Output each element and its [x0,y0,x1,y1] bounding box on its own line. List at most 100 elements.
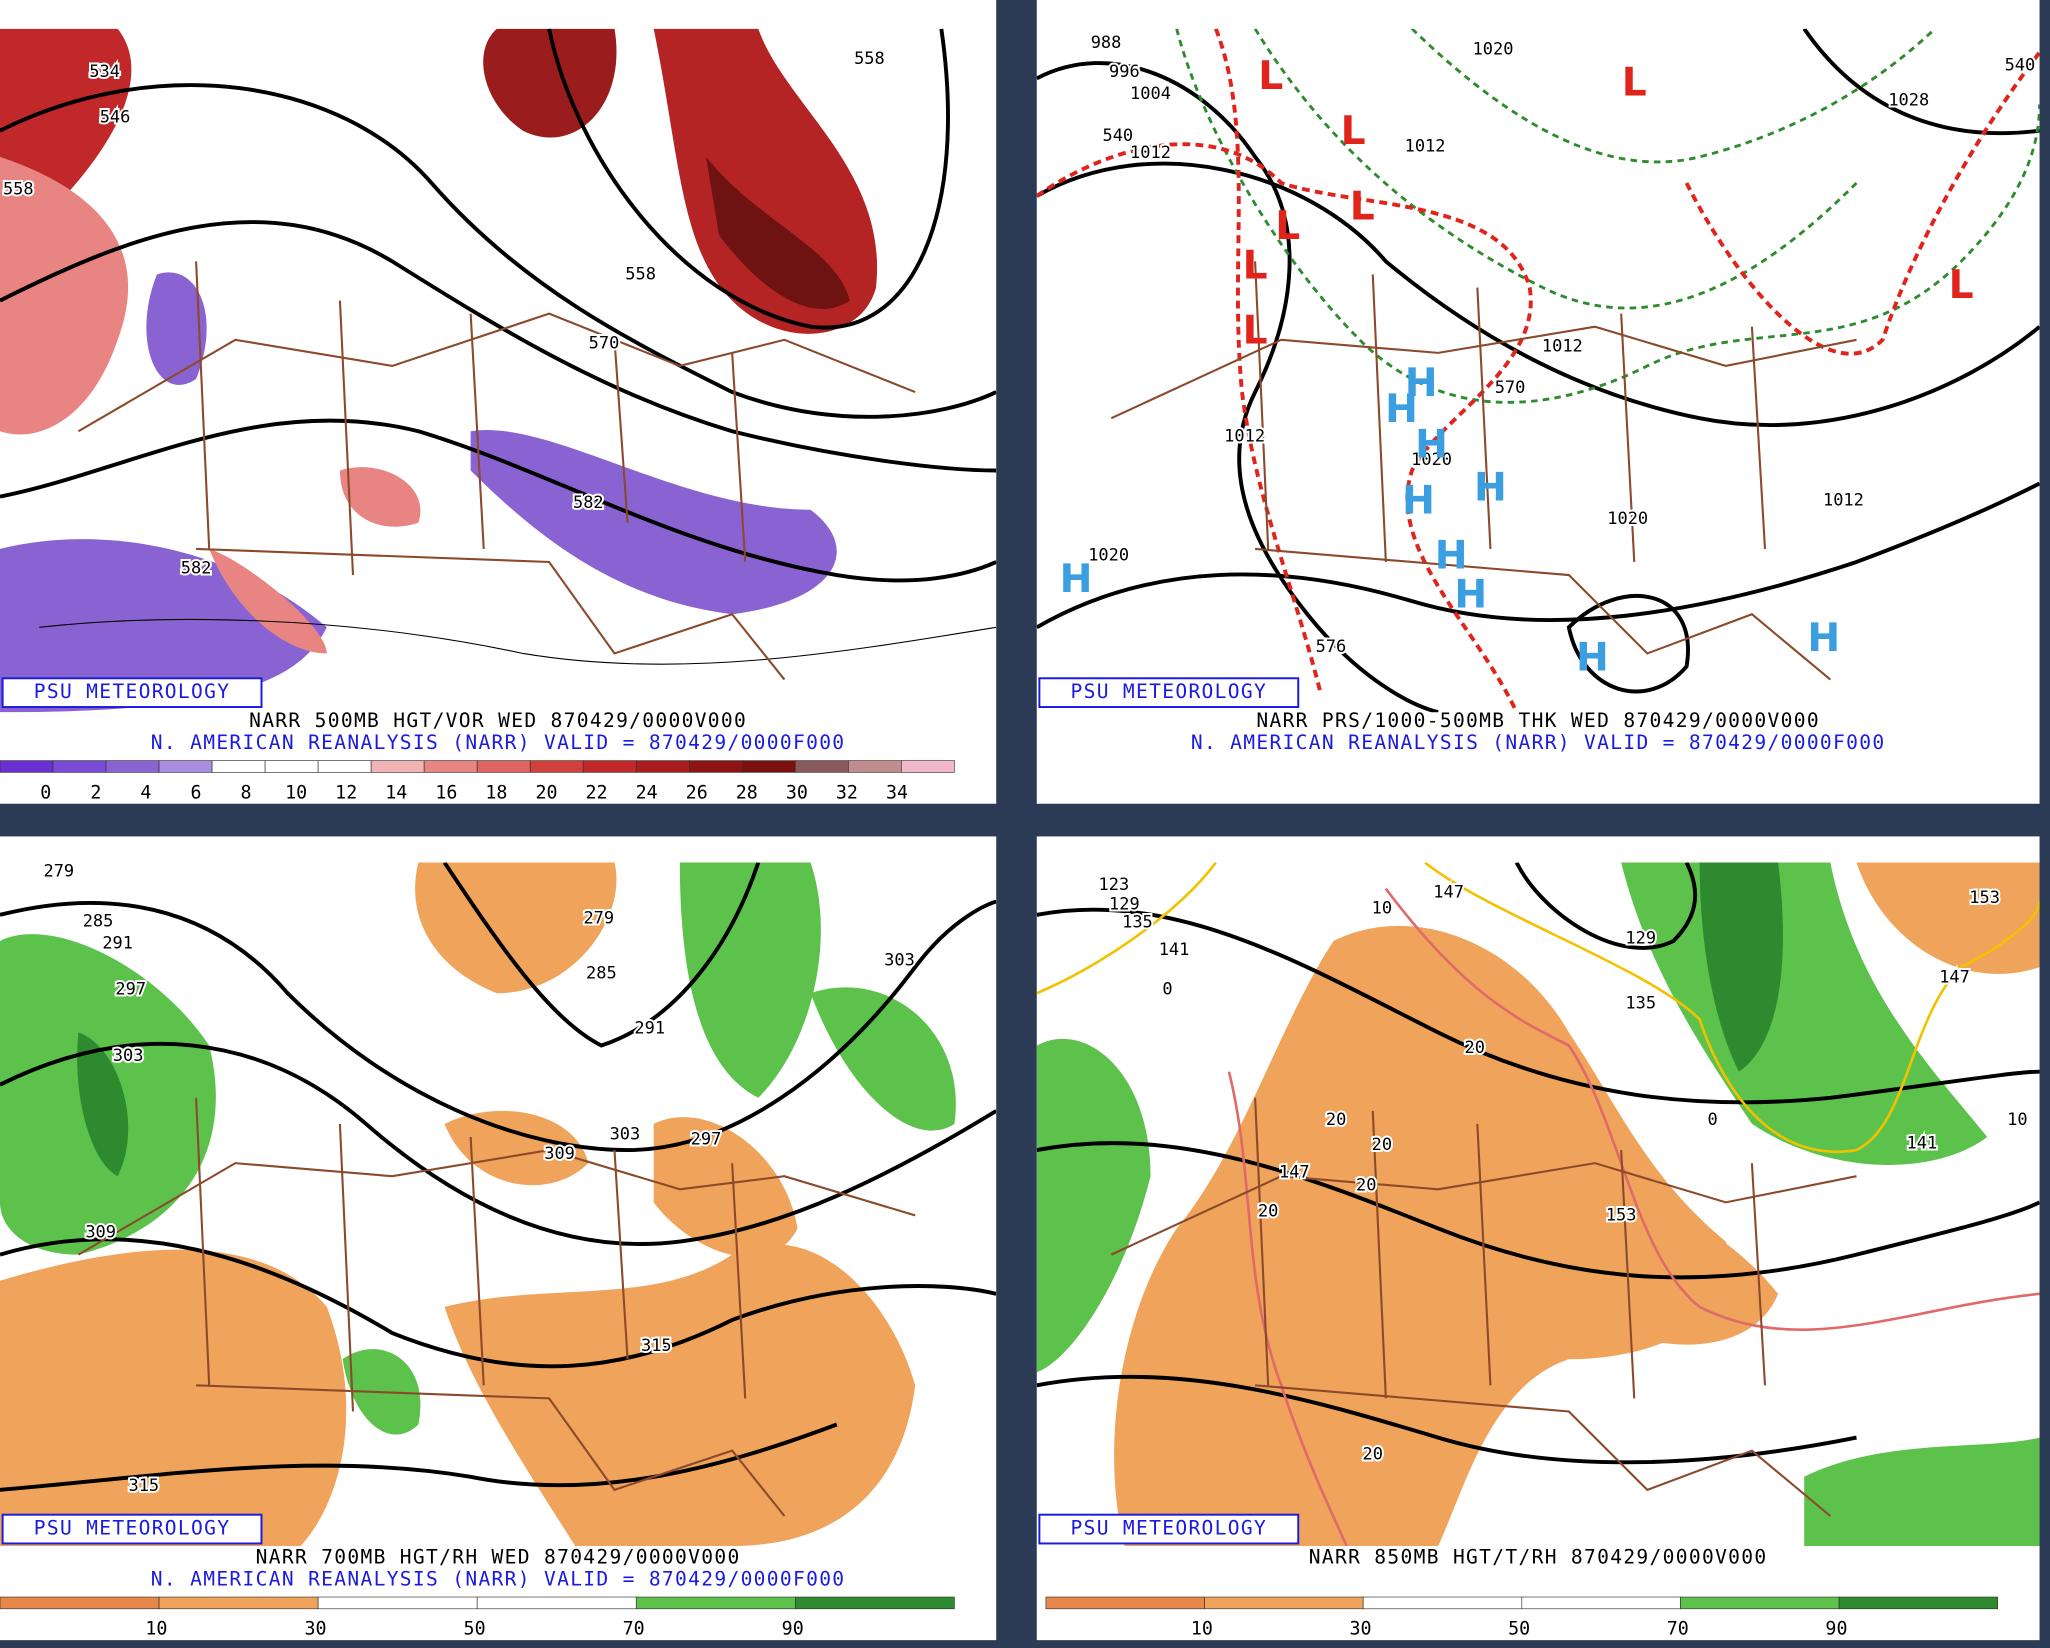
colorbar-segment [1362,1596,1523,1610]
colorbar-label: 8 [241,782,252,803]
colorbar-label: 20 [535,782,557,803]
contour-label: 153 [1969,888,2000,908]
brand: PSU METEOROLOGY [1071,680,1268,703]
contour-label: 141 [1907,1134,1938,1154]
colorbar-label: 2 [90,782,101,803]
pressure-center: H [1415,422,1448,467]
brand: PSU METEOROLOGY [1071,1517,1268,1540]
colorbar-label: 70 [1667,1619,1689,1640]
contour-label: 129 [1109,894,1140,914]
contour-label: 147 [1433,883,1464,903]
contour-label: 279 [583,909,614,929]
brand-box [1,677,263,709]
colorbar-label: 16 [435,782,457,803]
colorbar-label: 10 [285,782,307,803]
contour-label: 534 [89,62,120,82]
colorbar-segment [1204,1596,1364,1610]
contour-label: 1012 [1405,136,1446,156]
colorbar-segment [0,1596,160,1610]
colorbar-segment [264,760,319,773]
map-subtitle: N. AMERICAN REANALYSIS (NARR) VALID = 87… [151,1568,846,1591]
map [1036,28,2040,713]
contour-label: 1020 [1607,509,1648,529]
contour-label: 1020 [1411,450,1452,470]
pressure-center: L [1243,309,1268,354]
pressure-center: H [1405,361,1438,406]
colorbar-label: 30 [304,1619,326,1640]
map-title: NARR 850MB HGT/T/RH 870429/0000V000 [1309,1545,1768,1568]
contour-label: 558 [3,180,34,200]
colorbar-segment [370,760,425,773]
colorbar-segment [741,760,796,773]
colorbar-segment [0,760,54,773]
contour-label: 135 [1625,994,1656,1014]
contour-label: 303 [884,951,915,971]
colorbar-segment [582,760,637,773]
colorbar-label: 26 [686,782,708,803]
contour-label: 988 [1091,33,1122,53]
brand-box [1,1513,263,1545]
colorbar-segment [105,760,160,773]
brand: PSU METEOROLOGY [34,1517,231,1540]
colorbar-segment [317,1596,478,1610]
contour-label: 297 [691,1130,722,1150]
map-panel: 1231291351411471291351411471531471530102… [1038,873,2030,1640]
brand-box [1038,677,1300,709]
contour-label: 570 [1495,378,1526,398]
colorbar-segment [1045,1596,1205,1610]
map-title: NARR PRS/1000-500MB THK WED 870429/0000V… [1256,709,1820,732]
pressure-center: L [1258,54,1283,99]
contour-label: 285 [586,964,617,984]
colorbar-segment [795,760,849,773]
contour-label: 20 [1363,1445,1383,1465]
contour-label: 20 [1356,1175,1376,1195]
colorbar-segment [635,760,690,773]
brand: PSU METEOROLOGY [34,680,231,703]
contour-label: 315 [641,1336,672,1356]
pressure-center: H [1435,534,1468,579]
contour-label: 285 [83,911,114,931]
contour-label: 1020 [1473,40,1514,60]
colorbar-segment [158,1596,319,1610]
pressure-center: L [1243,243,1268,288]
contour-label: 576 [1316,637,1347,657]
contour-label: 1012 [1542,336,1583,356]
colorbar-label: 6 [190,782,201,803]
contour-label: 309 [544,1144,575,1164]
pressure-center: H [1402,479,1435,524]
map [0,862,997,1547]
colorbar-label: 70 [623,1619,645,1640]
colorbar-segment [688,760,743,773]
pressure-center: H [1576,635,1609,680]
pressure-center: H [1060,557,1093,602]
colorbar-label: 4 [140,782,151,803]
contour-label: 123 [1099,875,1130,895]
contour-label: 20 [1372,1135,1392,1155]
colorbar-label: 50 [1508,1619,1530,1640]
contour-label: 309 [85,1222,116,1242]
contour-label: 0 [1162,979,1172,999]
contour-label: 558 [854,49,885,69]
contour-label: 20 [1326,1110,1346,1130]
map-subtitle: N. AMERICAN REANALYSIS (NARR) VALID = 87… [151,731,846,754]
contour-label: 10 [2007,1110,2027,1130]
colorbar-segment [1838,1596,1999,1610]
contour-label: 1012 [1130,143,1171,163]
map-panel: 534 546 558 558 558 570 582 582 PSU METEOROLOGY N… [0,47,955,803]
colorbar-label: 30 [1350,1619,1372,1640]
colorbar-label: 90 [1825,1619,1847,1640]
colorbar-segment [795,1596,955,1610]
colorbar-label: 22 [586,782,608,803]
contour-label: 582 [573,493,604,513]
contour-label: 141 [1159,940,1190,960]
pressure-center: L [1341,109,1366,154]
contour-label: 1012 [1224,427,1265,447]
colorbar-label: 0 [40,782,51,803]
map [0,28,997,713]
colorbar-label: 28 [736,782,758,803]
contour-label: 297 [115,979,146,999]
map [1036,862,2040,1547]
colorbar-label: 32 [836,782,858,803]
map-panel: 279 279 285 285 291 291 297 297 303 303 309 309 315 3… [0,860,955,1640]
contour-label: 996 [1109,62,1140,82]
